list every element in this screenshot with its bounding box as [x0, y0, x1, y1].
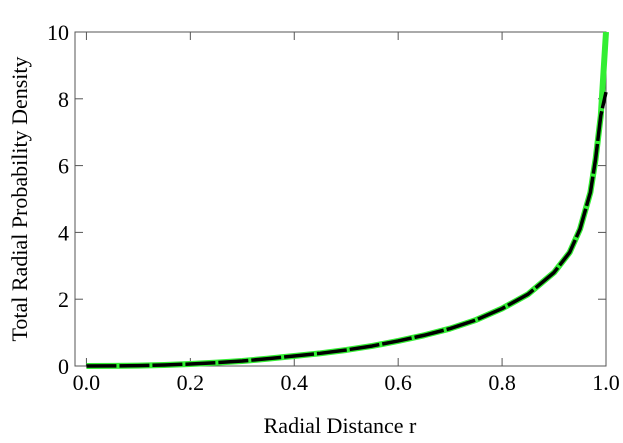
y-tick-label: 6 [58, 154, 69, 179]
x-tick-label: 0.4 [281, 370, 309, 395]
x-tick-label: 1.0 [592, 370, 620, 395]
data-line [86, 91, 608, 368]
y-axis-label: Total Radial Probability Density [7, 56, 32, 341]
x-axis-label: Radial Distance r [264, 413, 417, 438]
plot-frame [74, 31, 607, 367]
x-tick-label: 0.0 [73, 370, 101, 395]
x-tick-label: 0.6 [384, 370, 412, 395]
y-tick-label: 2 [58, 287, 69, 312]
y-tick-label: 0 [58, 354, 69, 379]
y-tick-label: 8 [58, 87, 69, 112]
y-tick-label: 4 [58, 220, 69, 245]
y-tick-label: 10 [47, 20, 69, 45]
data-line [86, 31, 609, 369]
x-tick-label: 0.8 [488, 370, 516, 395]
x-tick-label: 0.2 [177, 370, 205, 395]
